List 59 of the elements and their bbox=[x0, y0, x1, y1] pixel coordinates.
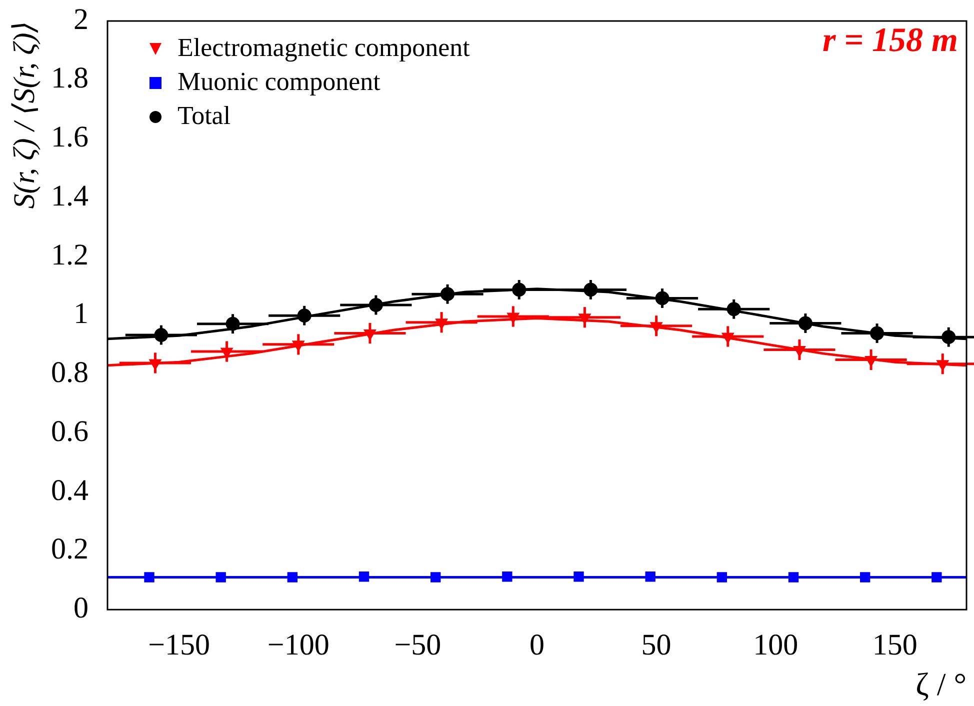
x-tick-label: 100 bbox=[753, 628, 798, 662]
x-tick-label: 150 bbox=[872, 628, 918, 662]
point bbox=[798, 316, 812, 330]
y-tick-label: 1.8 bbox=[51, 62, 88, 95]
point bbox=[144, 572, 154, 582]
x-tick-label: 0 bbox=[530, 628, 544, 662]
y-tick-label: 0.2 bbox=[51, 532, 88, 566]
legend-label: Electromagnetic component bbox=[178, 32, 471, 62]
y-axis-title: S(r, ζ) / ⟨S(r, ζ)⟩ bbox=[8, 21, 41, 209]
y-tick-label: 0.8 bbox=[51, 356, 88, 390]
point bbox=[574, 572, 584, 582]
point bbox=[726, 302, 741, 316]
point bbox=[578, 314, 591, 324]
point bbox=[936, 360, 949, 371]
y-tick-label: 1.2 bbox=[51, 238, 88, 272]
x-tick-label: −150 bbox=[148, 628, 210, 662]
point bbox=[507, 312, 520, 324]
point bbox=[149, 359, 162, 370]
point bbox=[655, 291, 670, 306]
point bbox=[430, 572, 441, 582]
annotation: r = 158 m bbox=[822, 22, 958, 60]
point bbox=[932, 572, 942, 582]
point bbox=[358, 572, 370, 582]
legend-label: Muonic component bbox=[178, 66, 382, 96]
y-tick-label: 2 bbox=[74, 2, 88, 36]
legend-label: Total bbox=[178, 100, 231, 130]
point bbox=[788, 572, 799, 582]
point bbox=[364, 330, 376, 340]
x-tick-label: 50 bbox=[641, 628, 672, 662]
point bbox=[287, 572, 298, 582]
y-tick-label: 1.6 bbox=[51, 120, 88, 154]
y-tick-label: 0.6 bbox=[51, 414, 88, 448]
point bbox=[297, 308, 312, 323]
point bbox=[650, 322, 662, 333]
x-tick-label: −50 bbox=[394, 628, 442, 662]
point bbox=[154, 328, 168, 342]
point bbox=[502, 572, 512, 582]
y-tick-label: 1 bbox=[74, 297, 88, 330]
y-tick-label: 1.4 bbox=[51, 179, 88, 212]
point bbox=[368, 298, 383, 312]
point bbox=[292, 340, 305, 352]
point bbox=[870, 326, 884, 340]
point bbox=[722, 332, 734, 344]
point bbox=[226, 316, 240, 331]
y-tick-label: 0 bbox=[74, 591, 88, 624]
point bbox=[216, 572, 226, 582]
x-tick-label: −100 bbox=[267, 628, 330, 662]
point bbox=[440, 287, 455, 302]
point bbox=[512, 282, 526, 297]
point bbox=[584, 282, 598, 297]
x-axis-title: ζ / ° bbox=[916, 666, 966, 702]
point bbox=[716, 572, 728, 582]
point bbox=[942, 330, 956, 344]
y-tick-label: 0.4 bbox=[51, 474, 88, 507]
point bbox=[793, 346, 806, 357]
point bbox=[645, 572, 656, 582]
point bbox=[860, 572, 870, 582]
point bbox=[435, 318, 448, 330]
point bbox=[864, 356, 878, 367]
